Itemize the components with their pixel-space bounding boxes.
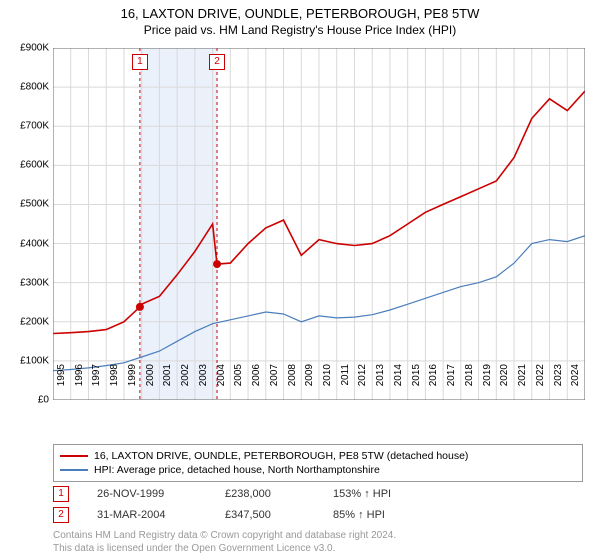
sales-table: 1 26-NOV-1999 £238,000 153% ↑ HPI 2 31-M… [53,486,391,528]
footer: Contains HM Land Registry data © Crown c… [53,530,396,555]
x-axis-label: 2005 [233,364,244,404]
x-axis-label: 2006 [251,364,262,404]
y-axis-label: £200K [20,316,49,327]
footer-line: This data is licensed under the Open Gov… [53,543,396,556]
footer-line: Contains HM Land Registry data © Crown c… [53,530,396,543]
legend-row: HPI: Average price, detached house, Nort… [60,463,576,477]
y-axis-label: £400K [20,238,49,249]
y-axis-label: £0 [38,395,49,406]
title-block: 16, LAXTON DRIVE, OUNDLE, PETERBOROUGH, … [0,0,600,37]
x-axis-label: 2023 [553,364,564,404]
sale-delta: 85% ↑ HPI [333,509,385,521]
x-axis-label: 2004 [216,364,227,404]
sale-date: 26-NOV-1999 [97,488,197,500]
sale-date: 31-MAR-2004 [97,509,197,521]
x-axis-label: 2015 [411,364,422,404]
sale-delta: 153% ↑ HPI [333,488,391,500]
x-axis-label: 2016 [428,364,439,404]
y-axis-label: £300K [20,277,49,288]
x-axis-label: 2020 [499,364,510,404]
x-axis-label: 2022 [535,364,546,404]
x-axis-label: 1999 [127,364,138,404]
y-axis-label: £900K [20,43,49,54]
x-axis-label: 2012 [357,364,368,404]
legend-label: 16, LAXTON DRIVE, OUNDLE, PETERBOROUGH, … [94,450,468,462]
x-axis-label: 2024 [570,364,581,404]
sale-price: £238,000 [225,488,305,500]
x-axis-label: 2018 [464,364,475,404]
legend-swatch [60,455,88,457]
x-axis-label: 1996 [74,364,85,404]
chart-subtitle: Price paid vs. HM Land Registry's House … [0,23,600,37]
chart-area: £0£100K£200K£300K£400K£500K£600K£700K£80… [53,48,585,400]
x-axis-label: 2019 [482,364,493,404]
x-axis-label: 1998 [109,364,120,404]
legend: 16, LAXTON DRIVE, OUNDLE, PETERBOROUGH, … [53,444,583,482]
x-axis-label: 1997 [91,364,102,404]
y-axis-label: £600K [20,160,49,171]
x-axis-label: 2010 [322,364,333,404]
legend-row: 16, LAXTON DRIVE, OUNDLE, PETERBOROUGH, … [60,449,576,463]
sale-row: 2 31-MAR-2004 £347,500 85% ↑ HPI [53,507,391,523]
x-axis-label: 2017 [446,364,457,404]
x-axis-label: 2001 [162,364,173,404]
x-axis-label: 2007 [269,364,280,404]
x-axis-label: 2011 [340,364,351,404]
plot-svg [53,48,585,400]
x-axis-label: 2014 [393,364,404,404]
x-axis-label: 2021 [517,364,528,404]
chart-container: 16, LAXTON DRIVE, OUNDLE, PETERBOROUGH, … [0,0,600,560]
legend-label: HPI: Average price, detached house, Nort… [94,464,380,476]
x-axis-label: 2013 [375,364,386,404]
y-axis-label: £800K [20,82,49,93]
x-axis-label: 2002 [180,364,191,404]
x-axis-label: 2003 [198,364,209,404]
y-axis-label: £500K [20,199,49,210]
sale-marker: 1 [53,486,69,502]
x-axis-label: 1995 [56,364,67,404]
sale-marker: 2 [53,507,69,523]
legend-swatch [60,469,88,471]
chart-title: 16, LAXTON DRIVE, OUNDLE, PETERBOROUGH, … [0,6,600,21]
y-axis-label: £100K [20,355,49,366]
y-axis-label: £700K [20,121,49,132]
x-axis-label: 2008 [287,364,298,404]
x-axis-label: 2009 [304,364,315,404]
x-axis-label: 2000 [145,364,156,404]
sale-row: 1 26-NOV-1999 £238,000 153% ↑ HPI [53,486,391,502]
sale-marker-top: 1 [132,54,148,70]
sale-price: £347,500 [225,509,305,521]
sale-marker-top: 2 [209,54,225,70]
